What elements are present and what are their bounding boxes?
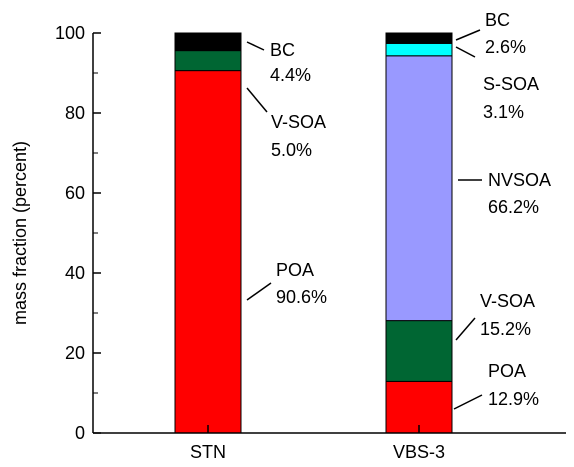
annotation-value: 90.6% — [276, 287, 327, 307]
bar-segment-v-soa — [174, 50, 242, 72]
annotation-name: POA — [276, 260, 314, 280]
bar-segment-nvsoa — [385, 55, 453, 322]
annotation-leader-line — [455, 317, 476, 341]
bar-segment-bc — [385, 32, 453, 44]
annotation-leader-line — [453, 394, 483, 410]
bar-segment-bc — [174, 32, 242, 52]
annotation-value: 66.2% — [488, 197, 539, 217]
y-axis-title: mass fraction (percent) — [10, 141, 30, 325]
annotation-name: NVSOA — [488, 170, 551, 190]
annotation-name: BC — [485, 10, 510, 30]
annotation-name: BC — [270, 40, 295, 60]
x-tick-label: STN — [190, 442, 226, 462]
annotation-value: 2.6% — [485, 37, 526, 57]
bar-segment-s-soa — [385, 42, 453, 57]
annotation-name: S-SOA — [483, 74, 539, 94]
y-tick-label: 60 — [65, 183, 85, 203]
y-tick-label: 40 — [65, 263, 85, 283]
annotation-value: 3.1% — [483, 102, 524, 122]
annotation-value: 12.9% — [488, 389, 539, 409]
annotation-leader-line — [246, 87, 268, 113]
y-tick-label: 20 — [65, 343, 85, 363]
bar-segment-v-soa — [385, 320, 453, 382]
x-tick-label: VBS-3 — [393, 442, 445, 462]
y-tick-label: 80 — [65, 103, 85, 123]
bar-segment-poa — [174, 70, 242, 434]
annotation-leader-line — [455, 29, 481, 41]
annotation-name: V-SOA — [480, 291, 535, 311]
annotation-name: POA — [488, 361, 526, 381]
annotation-leader-line — [455, 46, 476, 58]
y-tick-label: 0 — [75, 423, 85, 443]
annotation-value: 15.2% — [480, 319, 531, 339]
bar-segment-poa — [385, 380, 453, 434]
annotation-value: 5.0% — [271, 140, 312, 160]
annotation-name: V-SOA — [271, 112, 326, 132]
annotation-value: 4.4% — [270, 65, 311, 85]
annotation-leader-line — [246, 41, 265, 51]
annotation-leader-line — [246, 282, 272, 301]
y-tick-label: 100 — [55, 23, 85, 43]
